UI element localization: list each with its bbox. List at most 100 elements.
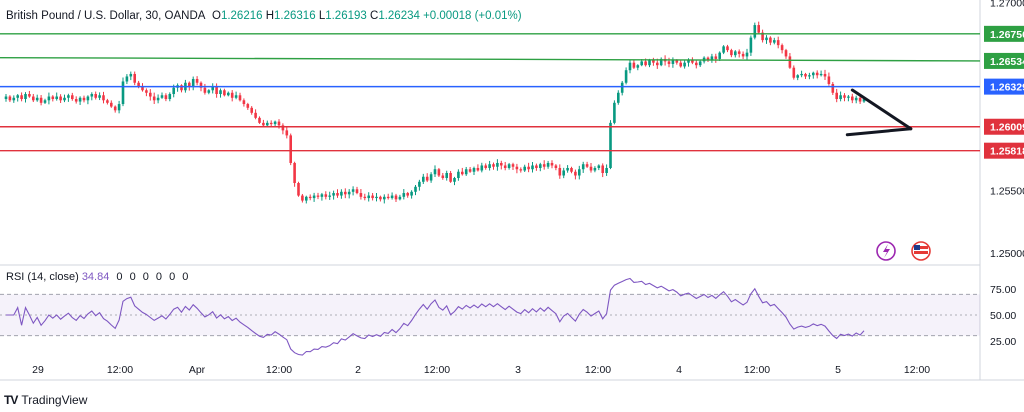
candle-body bbox=[297, 183, 300, 196]
level-tag-text: 1.26756 bbox=[990, 29, 1024, 41]
candle-body bbox=[652, 60, 655, 63]
candle-body bbox=[730, 50, 733, 56]
candle-body bbox=[581, 164, 585, 170]
time-axis-tick: 4 bbox=[676, 364, 682, 376]
candle-body bbox=[386, 196, 390, 199]
candle-body bbox=[854, 97, 858, 101]
candle-body bbox=[293, 162, 296, 184]
candle-body bbox=[773, 40, 776, 43]
level-tag-text: 1.26009 bbox=[990, 122, 1024, 134]
candle-body bbox=[823, 73, 827, 77]
candle-body bbox=[566, 167, 569, 171]
candle-body bbox=[406, 193, 409, 196]
candle-body bbox=[812, 72, 815, 76]
candle-body bbox=[574, 171, 577, 176]
candle-body bbox=[133, 73, 136, 83]
candle-body bbox=[164, 95, 168, 100]
candle-body bbox=[188, 82, 191, 87]
level-tag-text: 1.25818 bbox=[990, 146, 1024, 158]
rsi-label: RSI (14, close) bbox=[6, 271, 79, 283]
time-axis-tick: 12:00 bbox=[744, 364, 770, 376]
rsi-header: RSI (14, close) 34.84 0 0 0 0 0 0 bbox=[6, 270, 190, 284]
arrow-annotation[interactable] bbox=[845, 88, 913, 137]
candlestick-series bbox=[4, 21, 866, 204]
candle-body bbox=[383, 196, 386, 200]
price-axis-tick: 1.25000 bbox=[990, 248, 1024, 260]
candle-body bbox=[152, 96, 156, 101]
candle-body bbox=[394, 195, 398, 200]
candle-body bbox=[246, 104, 250, 108]
candle-body bbox=[457, 171, 460, 179]
rsi-axis-tick: 75.00 bbox=[990, 284, 1016, 296]
candle-body bbox=[539, 164, 542, 168]
candle-body bbox=[550, 162, 554, 166]
candle-body bbox=[429, 174, 433, 181]
level-tag-1.26534 bbox=[984, 52, 1024, 69]
candle-body bbox=[788, 56, 792, 68]
candle-body bbox=[808, 75, 811, 77]
candle-body bbox=[745, 52, 749, 57]
candle-body bbox=[258, 117, 261, 123]
candle-body bbox=[47, 96, 51, 101]
candle-body bbox=[449, 172, 452, 182]
candle-body bbox=[734, 51, 737, 56]
candle-body bbox=[843, 95, 846, 98]
candle-body bbox=[141, 86, 144, 91]
candle-body bbox=[851, 96, 854, 101]
time-axis-tick: 12:00 bbox=[585, 364, 611, 376]
candle-body bbox=[706, 57, 710, 61]
candle-body bbox=[4, 96, 8, 100]
candle-body bbox=[172, 87, 175, 95]
tradingview-brand[interactable]: TV TradingView bbox=[4, 393, 87, 407]
low-value: 1.26193 bbox=[325, 10, 367, 22]
candle-body bbox=[351, 189, 355, 192]
candle-body bbox=[110, 102, 113, 107]
candle-body bbox=[656, 62, 659, 66]
candle-body bbox=[312, 195, 316, 199]
change-value: +0.00018 (+0.01%) bbox=[423, 10, 522, 22]
candle-body bbox=[398, 196, 402, 200]
candle-body bbox=[238, 95, 242, 101]
candle-body bbox=[340, 191, 343, 196]
tradingview-logo-icon: TV bbox=[4, 393, 18, 407]
candle-body bbox=[617, 92, 620, 103]
candle-body bbox=[695, 62, 698, 66]
candle-body bbox=[347, 191, 351, 195]
candle-body bbox=[624, 70, 628, 83]
candle-body bbox=[503, 165, 507, 168]
candle-body bbox=[191, 78, 195, 87]
horizontal-levels: 1.26756 1.26534 1.26329 1.26009 1.25818 bbox=[0, 25, 1024, 159]
candle-body bbox=[156, 97, 160, 101]
candle-body bbox=[324, 194, 328, 197]
candle-body bbox=[691, 60, 694, 63]
rsi-value: 34.84 bbox=[81, 271, 110, 283]
candle-body bbox=[86, 96, 90, 101]
time-axis-tick: 12:00 bbox=[107, 364, 133, 376]
candle-body bbox=[285, 130, 289, 136]
candle-body bbox=[562, 170, 565, 176]
level-tag-1.25818 bbox=[984, 142, 1024, 159]
candle-body bbox=[129, 73, 133, 77]
candle-body bbox=[149, 92, 152, 97]
candle-body bbox=[418, 181, 421, 187]
candle-body bbox=[262, 122, 265, 126]
time-axis-tick: 12:00 bbox=[424, 364, 450, 376]
candle-body bbox=[359, 193, 363, 197]
candle-body bbox=[390, 195, 394, 199]
candle-body bbox=[441, 175, 445, 179]
candle-body bbox=[648, 60, 651, 66]
candle-body bbox=[761, 32, 764, 41]
arrow-shaft bbox=[850, 88, 913, 131]
candle-body bbox=[281, 125, 285, 131]
candle-body bbox=[106, 100, 109, 103]
candle-body bbox=[597, 165, 601, 168]
candle-body bbox=[737, 51, 741, 54]
level-line-1.26534[interactable] bbox=[0, 56, 981, 62]
candle-body bbox=[722, 46, 725, 53]
candle-body bbox=[667, 61, 671, 64]
candle-body bbox=[273, 121, 277, 125]
candle-body bbox=[593, 167, 597, 171]
high-label: H bbox=[265, 10, 275, 22]
candle-body bbox=[12, 97, 16, 101]
